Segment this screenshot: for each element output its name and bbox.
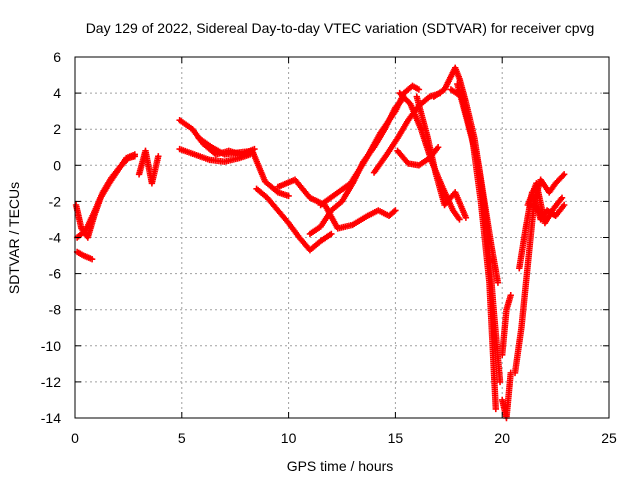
data-point: [560, 171, 568, 178]
series-track-o: [413, 93, 470, 221]
data-point: [434, 144, 442, 151]
series-track-a: [72, 151, 139, 241]
y-tick-label: 4: [53, 85, 61, 101]
data-point: [462, 214, 470, 221]
data-point: [415, 86, 423, 93]
y-tick-label: -2: [49, 193, 62, 209]
series-track-w: [524, 180, 566, 227]
data-point: [88, 255, 96, 263]
series-track-r: [454, 80, 504, 386]
x-axis-title: GPS time / hours: [287, 458, 394, 474]
data-points: [72, 64, 568, 422]
series-track-k: [317, 82, 423, 209]
x-tick-label: 10: [281, 430, 297, 446]
data-point: [560, 201, 568, 209]
y-tick-label: -12: [41, 374, 61, 390]
chart-title: Day 129 of 2022, Sidereal Day-to-day VTE…: [86, 20, 595, 36]
data-point: [392, 207, 399, 214]
data-point: [496, 378, 504, 386]
y-tick-label: 2: [53, 121, 61, 137]
series-track-t: [499, 369, 514, 422]
data-point: [131, 153, 139, 160]
data-point: [492, 405, 499, 413]
data-point: [390, 208, 398, 215]
series-track-h: [253, 185, 335, 254]
data-point: [558, 194, 566, 201]
y-tick-label: 0: [53, 157, 61, 173]
y-axis-title: SDTVAR / TECUs: [6, 182, 22, 294]
x-tick-label: 15: [388, 430, 404, 446]
y-tick-label: -14: [41, 410, 61, 426]
x-tick-label: 5: [178, 430, 186, 446]
series-track-g: [195, 135, 292, 200]
data-point: [507, 292, 514, 299]
series-track-d: [135, 147, 162, 187]
y-tick-label: -4: [49, 230, 62, 246]
data-point: [559, 172, 567, 179]
y-tick-label: -6: [49, 266, 62, 282]
y-tick-label: 6: [53, 49, 61, 65]
data-point: [494, 279, 502, 286]
x-tick-label: 0: [71, 430, 79, 446]
data-point: [456, 216, 463, 223]
data-point: [328, 230, 335, 238]
axes: 0 5 10 15 20 25 -14 -12 -10 -8 -6 -4 -2 0 2 4 6: [41, 49, 617, 446]
series-track-s: [499, 292, 514, 359]
series-track-c: [73, 248, 96, 263]
data-point: [155, 153, 162, 160]
y-tick-label: -10: [41, 338, 61, 354]
x-tick-label: 25: [601, 430, 617, 446]
series-track-b: [73, 153, 139, 241]
y-tick-label: -8: [49, 302, 62, 318]
data-point: [285, 192, 292, 200]
x-tick-label: 20: [494, 430, 510, 446]
